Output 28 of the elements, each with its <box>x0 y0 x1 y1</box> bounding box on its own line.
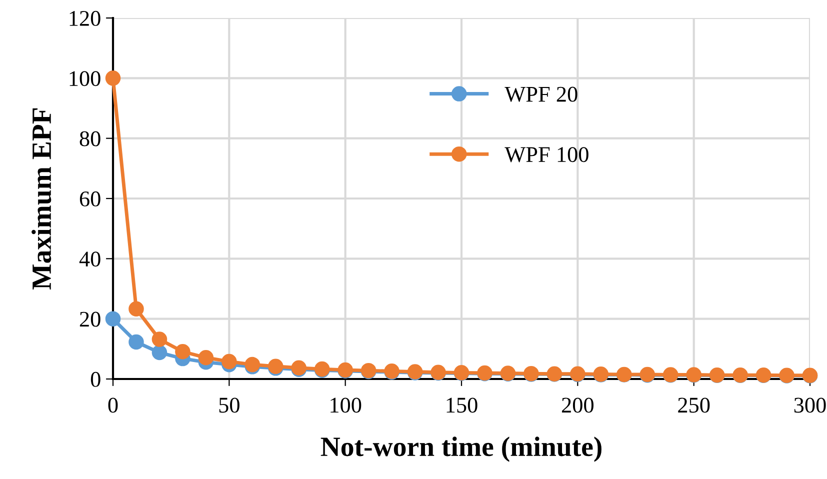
x-tick-label: 0 <box>108 398 118 413</box>
y-tick-label: 120 <box>70 10 100 26</box>
y-axis-title: Maximum EPF <box>32 108 52 290</box>
y-tick-label: 40 <box>79 252 100 267</box>
point <box>244 356 260 372</box>
point <box>105 70 121 86</box>
y-tick-label: 60 <box>80 191 100 206</box>
y-tick-label: 0 <box>90 372 100 387</box>
x-axis-title: Not-worn time (minute) <box>320 436 602 462</box>
x-tick-label: 300 <box>794 398 826 413</box>
y-tick-label: 80 <box>80 131 100 146</box>
point <box>198 350 214 366</box>
point <box>152 344 168 360</box>
x-tick-label: 150 <box>446 398 478 413</box>
y-tick-label: 20 <box>80 312 100 327</box>
point <box>175 344 190 360</box>
x-tick-label: 100 <box>330 398 362 413</box>
point <box>128 334 144 350</box>
x-tick-label: 250 <box>678 398 710 413</box>
legend-label: WPF 20 <box>504 86 578 102</box>
point <box>152 332 168 347</box>
x-tick-label: 50 <box>219 398 240 413</box>
point <box>128 301 144 317</box>
point <box>105 311 121 326</box>
x-tick-label: 200 <box>562 398 594 413</box>
y-tick-label: 100 <box>70 71 100 86</box>
point <box>222 354 237 370</box>
legend-label: WPF 100 <box>504 147 588 162</box>
